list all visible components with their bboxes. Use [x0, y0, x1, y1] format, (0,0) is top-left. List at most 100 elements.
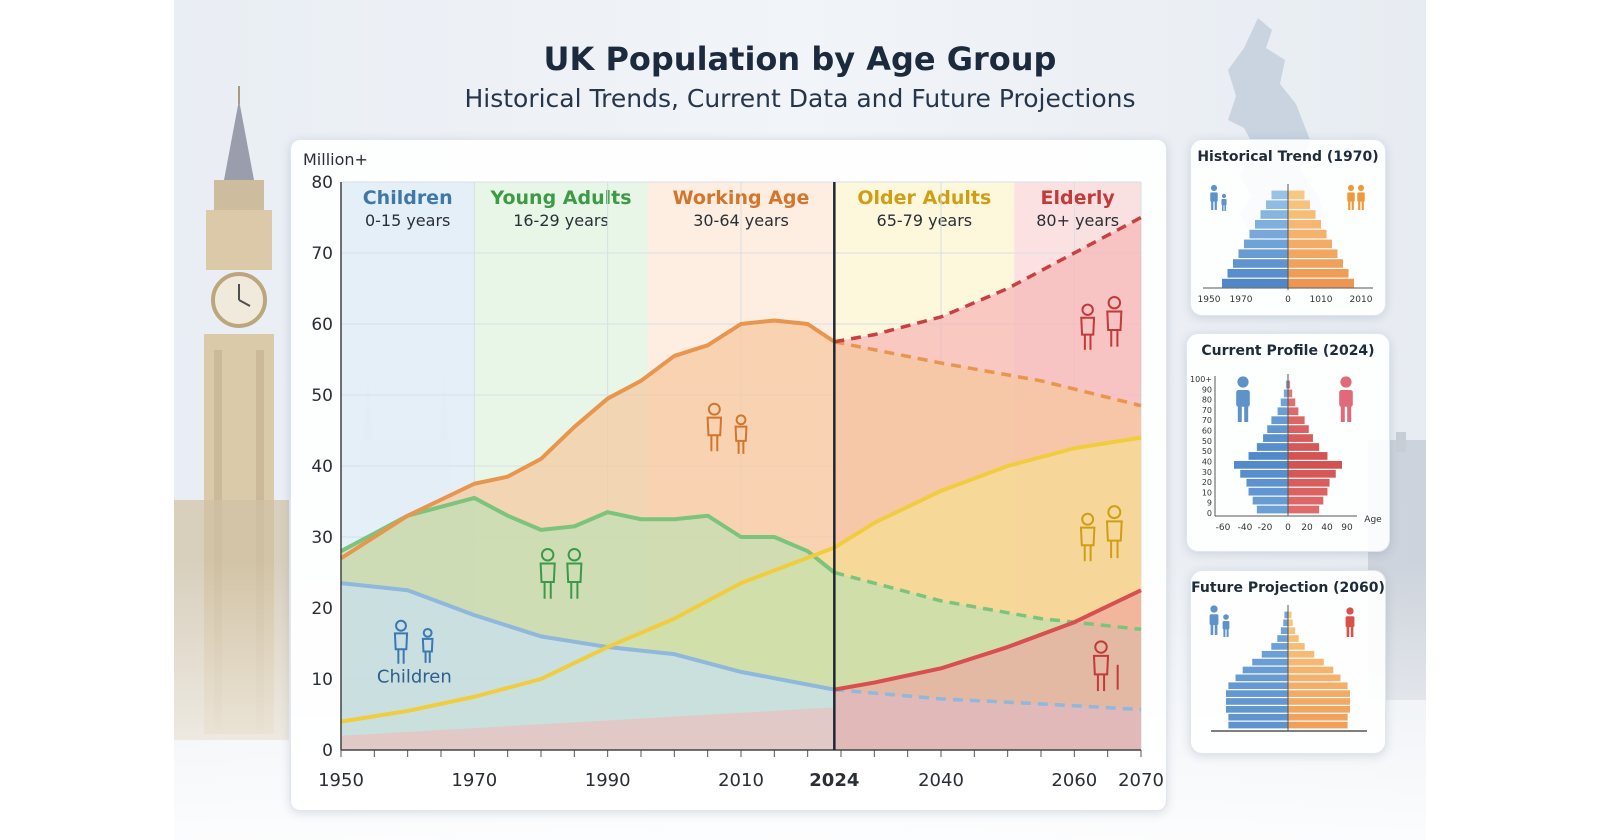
current-y-tick-10: 20: [1202, 478, 1212, 487]
male-bar-7: [1256, 443, 1288, 451]
current-y-tick-0: 100+: [1190, 375, 1212, 384]
current-y-tick-11: 10: [1202, 488, 1212, 497]
male-bar-0: [1285, 380, 1288, 389]
person-head: [1107, 295, 1122, 310]
working-age-icon: [706, 402, 748, 454]
person-leg: [1222, 205, 1224, 211]
band-sub-3: 65-79 years: [877, 211, 973, 230]
x-tick-label-0: 1950: [318, 770, 364, 791]
person-leg: [1350, 626, 1354, 637]
person-body: [706, 416, 723, 437]
female-bar-0: [1288, 380, 1291, 389]
y-tick-label-2: 20: [311, 599, 333, 619]
person-body: [421, 637, 434, 653]
historical-x-tick-1: 1970: [1230, 295, 1253, 305]
current-y-tick-7: 50: [1202, 447, 1212, 456]
person-head: [1340, 376, 1352, 388]
female-bar-14: [1288, 505, 1320, 514]
male-bar-14: [1256, 505, 1288, 514]
person-body: [1357, 192, 1365, 202]
person-head: [1094, 640, 1108, 654]
male-icon: [1236, 376, 1250, 422]
person-leg: [1237, 406, 1242, 422]
current-x-label: Age: [1364, 515, 1382, 525]
female-bar-9: [1288, 682, 1348, 690]
female-bar-13: [1288, 496, 1324, 505]
elderly-single-icon: [1092, 640, 1110, 692]
page-title: UK Population by Age Group: [543, 40, 1057, 78]
current-y-tick-1: 90: [1202, 385, 1212, 394]
male-bar-12: [1248, 487, 1288, 496]
female-bar-13: [1288, 713, 1348, 721]
person-body: [1222, 621, 1230, 630]
male-bar-9: [1228, 682, 1288, 690]
person-head: [707, 402, 721, 416]
area-elderly-early: [341, 707, 835, 750]
current-x-tick-3: 0: [1285, 523, 1291, 533]
male-bar-5: [1244, 239, 1288, 249]
band-label-4: Elderly: [1041, 187, 1116, 209]
current-x-tick-1: -40: [1238, 523, 1253, 533]
y-tick-label-4: 40: [311, 457, 333, 477]
person-body: [566, 562, 583, 584]
line-working_age: [339, 318, 836, 560]
female-adult-icon: [1357, 184, 1365, 210]
x-tick-label-5: 2040: [918, 770, 964, 791]
person-head: [1081, 512, 1095, 526]
person-head: [735, 414, 747, 426]
person-leg: [1223, 629, 1226, 637]
current-y-tick-3: 70: [1202, 406, 1212, 415]
male-bar-8: [1227, 269, 1288, 278]
female-bar-2: [1288, 210, 1316, 219]
line-young_adults-projection: [833, 570, 1142, 632]
male-bar-4: [1271, 643, 1288, 650]
person-leg: [1226, 629, 1229, 637]
area-elderly: [834, 590, 1141, 750]
male-bar-3: [1255, 220, 1288, 229]
x-tick-label-1: 1970: [451, 770, 497, 791]
person-head: [1237, 376, 1249, 388]
person-head: [1210, 184, 1218, 192]
page-subtitle: Historical Trends, Current Data and Futu…: [464, 84, 1136, 113]
future-panel: Future Projection (2060): [1190, 570, 1386, 754]
person-leg: [1346, 626, 1350, 637]
elderly-couple-icon: [1080, 295, 1123, 350]
person-leg: [1244, 406, 1249, 422]
current-y-tick-5: 60: [1202, 427, 1212, 436]
male-bar-14: [1228, 721, 1288, 729]
y-tick-label-5: 50: [311, 386, 333, 406]
male-bar-13: [1228, 713, 1288, 721]
current-x-tick-0: -60: [1216, 523, 1231, 533]
current-y-tick-9: 30: [1202, 468, 1212, 477]
person-head: [422, 627, 433, 638]
historical-x-tick-2: 0: [1285, 295, 1291, 305]
female-bar-10: [1288, 469, 1336, 478]
y-tick-label-1: 10: [311, 670, 333, 690]
person-head: [1221, 193, 1227, 199]
person-head: [1081, 303, 1094, 317]
female-bar-5: [1288, 239, 1332, 249]
current-panel-title: Current Profile (2024): [1201, 343, 1375, 359]
male-bar-9: [1234, 461, 1288, 469]
female-bar-1: [1288, 389, 1293, 398]
female-bar-11: [1288, 698, 1350, 705]
male-bar-6: [1263, 434, 1288, 442]
female-bar-9: [1288, 461, 1342, 469]
y-tick-label-0: 0: [322, 741, 333, 761]
person-head: [1347, 184, 1355, 192]
x-tick-label-4: 2024: [809, 770, 859, 791]
person-body: [1210, 192, 1218, 202]
male-adult-icon: [1209, 605, 1219, 635]
current-x-tick-2: -20: [1258, 523, 1273, 533]
female-bar-8: [1288, 269, 1349, 278]
male-bar-2: [1280, 627, 1288, 634]
current-y-tick-4: 70: [1202, 416, 1212, 425]
line-working_age-projection: [833, 340, 1142, 408]
male-adult-icon: [1210, 184, 1218, 210]
person-body: [393, 632, 409, 651]
male-bar-6: [1238, 249, 1288, 258]
historical-panel-title: Historical Trend (1970): [1197, 149, 1379, 165]
female-bar-7: [1288, 443, 1320, 451]
person-head: [567, 548, 582, 562]
